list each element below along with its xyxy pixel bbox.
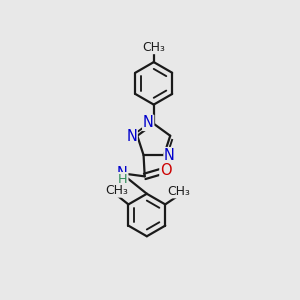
- Text: N: N: [164, 148, 175, 163]
- Text: N: N: [143, 116, 154, 130]
- Text: CH₃: CH₃: [106, 184, 128, 197]
- Text: CH₃: CH₃: [168, 185, 190, 198]
- Text: H: H: [118, 172, 127, 186]
- Text: N: N: [117, 166, 128, 181]
- Text: N: N: [126, 129, 137, 144]
- Text: O: O: [160, 163, 172, 178]
- Text: CH₃: CH₃: [142, 40, 165, 54]
